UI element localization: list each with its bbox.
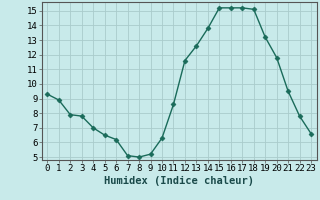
X-axis label: Humidex (Indice chaleur): Humidex (Indice chaleur) (104, 176, 254, 186)
